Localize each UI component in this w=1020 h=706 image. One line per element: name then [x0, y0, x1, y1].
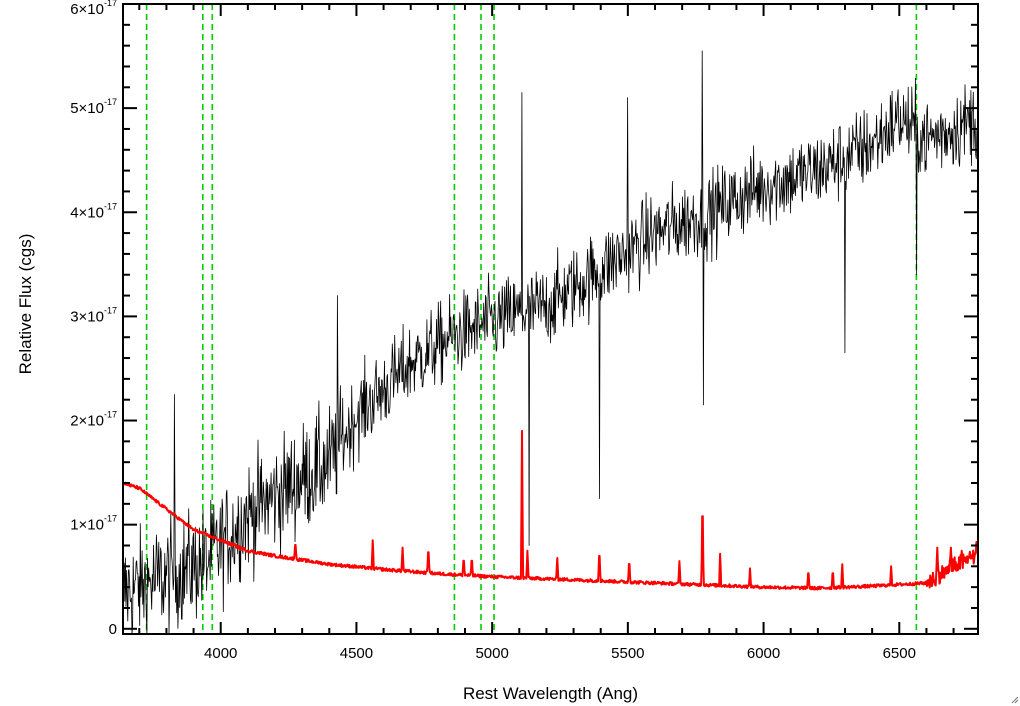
y-tick-exponent: -17	[104, 201, 117, 211]
y-tick-mantissa: 1×10	[70, 517, 104, 534]
x-tick-label: 6000	[747, 645, 780, 662]
y-tick-exponent: -17	[104, 514, 117, 524]
y-tick-label: 3×10-17	[70, 305, 117, 325]
y-tick-mantissa: 4×10	[70, 204, 104, 221]
x-tick-label: 5500	[611, 645, 644, 662]
y-tick-label: 1×10-17	[70, 514, 117, 534]
y-tick-mantissa: 5×10	[70, 100, 104, 117]
y-tick-label: 4×10-17	[70, 201, 117, 221]
y-tick-mantissa: 2×10	[70, 413, 104, 430]
x-axis-label: Rest Wavelength (Ang)	[463, 684, 638, 703]
plot-frame	[122, 3, 979, 635]
y-tick-label: 0	[109, 621, 117, 638]
y-tick-exponent: -17	[104, 97, 117, 107]
y-tick-label: 5×10-17	[70, 97, 117, 117]
y-tick-label: 6×10-17	[70, 0, 117, 18]
y-tick-mantissa: 3×10	[70, 308, 104, 325]
y-tick-exponent: -17	[104, 410, 117, 420]
resize-grip-icon[interactable]	[1011, 696, 1019, 704]
x-tick-label: 5000	[475, 645, 508, 662]
axis-ticks	[123, 3, 978, 634]
spectrum-series	[122, 50, 979, 635]
y-axis-label: Relative Flux (cgs)	[16, 234, 35, 375]
y-tick-label: 2×10-17	[70, 410, 117, 430]
x-tick-label: 6500	[883, 645, 916, 662]
model-spectrum-line	[122, 429, 979, 591]
x-tick-label: 4000	[204, 645, 237, 662]
y-tick-mantissa: 6×10	[70, 1, 104, 18]
x-tick-label: 4500	[340, 645, 373, 662]
y-tick-exponent: -17	[104, 305, 117, 315]
observed-spectrum-line	[122, 50, 978, 635]
axis-tick-labels: 4000 4500 5000 5500 6000 650001×10-172×10-173…	[70, 0, 916, 662]
y-tick-exponent: -17	[104, 0, 117, 8]
